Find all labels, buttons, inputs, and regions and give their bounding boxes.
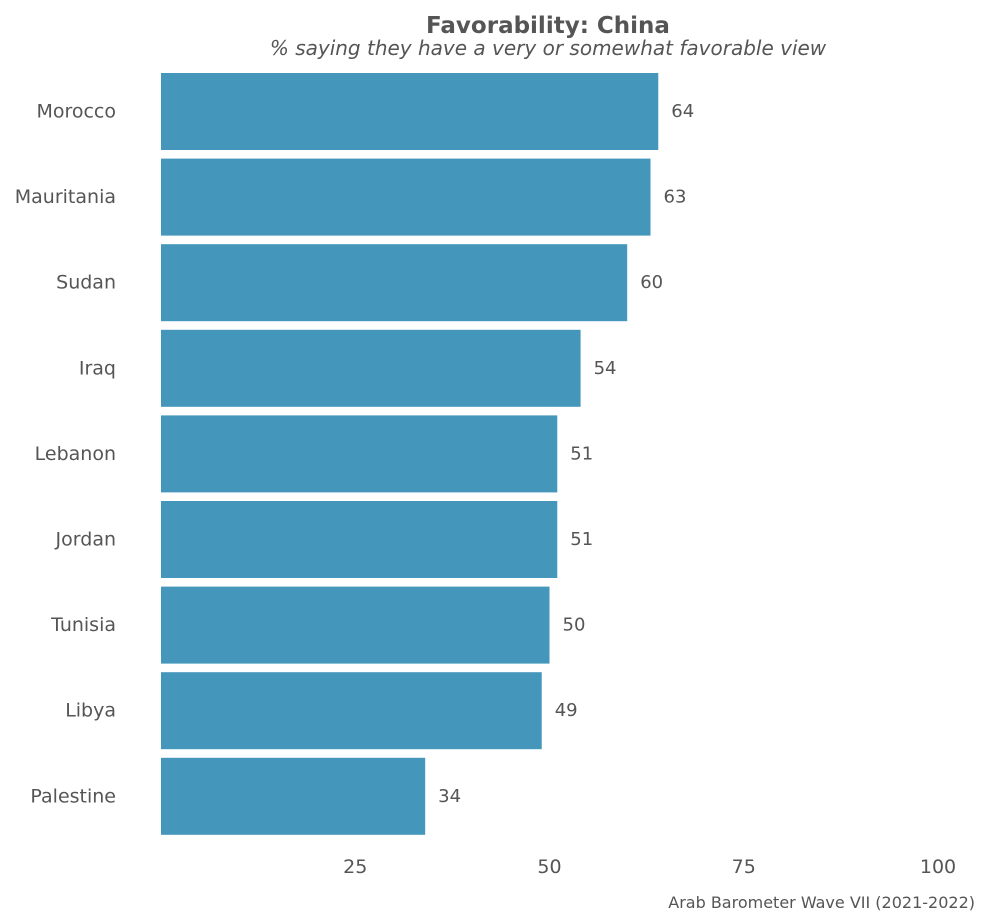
x-tick-label: 25 [343,856,367,878]
value-label-tunisia: 50 [563,615,586,636]
bar-tunisia [161,586,550,664]
value-label-morocco: 64 [671,101,694,122]
value-label-jordan: 51 [570,529,593,550]
x-tick-label: 50 [537,856,561,878]
chart-subtitle: % saying they have a very or somewhat fa… [270,36,827,60]
bar-sudan [161,244,628,322]
category-label-jordan: Jordan [55,529,116,551]
value-label-libya: 49 [555,700,578,721]
value-label-lebanon: 51 [570,443,593,464]
bar-libya [161,672,542,750]
value-label-sudan: 60 [640,272,663,293]
value-label-iraq: 54 [594,358,617,379]
x-axis-ticks: 25 50 75 100 [343,856,956,878]
bar-lebanon [161,415,558,493]
category-label-morocco: Morocco [36,101,116,123]
chart-caption: Arab Barometer Wave VII (2021-2022) [668,893,975,912]
bar-palestine [161,757,426,835]
category-label-libya: Libya [65,700,116,722]
category-label-lebanon: Lebanon [35,443,116,465]
bar-jordan [161,501,558,578]
category-label-tunisia: Tunisia [50,614,116,636]
category-label-palestine: Palestine [30,785,116,807]
category-label-sudan: Sudan [56,272,116,294]
chart-title: Favorability: China [426,13,670,39]
bar-mauritania [161,158,651,236]
x-tick-label: 100 [920,856,956,878]
value-label-palestine: 34 [438,786,461,807]
x-tick-label: 75 [732,856,756,878]
bar-iraq [161,329,581,407]
category-label-mauritania: Mauritania [15,186,116,208]
category-label-iraq: Iraq [79,357,116,379]
value-label-mauritania: 63 [664,187,687,208]
bars-layer: Morocco 64 Mauritania 63 Sudan 60 Iraq 54 Lebano… [15,73,694,835]
bar-morocco [161,73,659,150]
